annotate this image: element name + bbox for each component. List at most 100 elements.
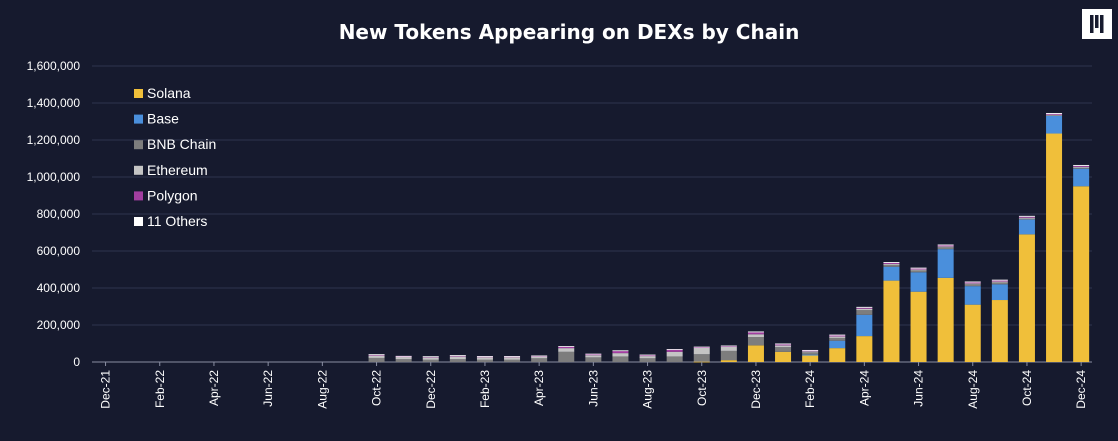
bar-segment [937, 249, 954, 278]
x-tick-label: Dec-24 [1074, 370, 1088, 409]
bar-segment [829, 336, 846, 338]
legend-swatch [134, 114, 143, 124]
legend-label: 11 Others [147, 213, 207, 229]
bar-segment [666, 349, 683, 350]
x-tick-label: Dec-23 [749, 370, 763, 409]
bar-segment [449, 355, 466, 357]
bar-segment [558, 348, 575, 352]
bar-segment [558, 346, 575, 349]
y-tick-label: 1,400,000 [27, 96, 81, 110]
bar-segment [747, 337, 764, 346]
y-tick-label: 200,000 [37, 318, 81, 332]
bar-segment [883, 264, 900, 267]
bar-segment [964, 282, 981, 284]
bar-segment [991, 300, 1008, 362]
x-tick-label: Dec-22 [424, 370, 438, 409]
x-tick-label: Aug-22 [315, 370, 329, 409]
legend-swatch [134, 89, 143, 98]
bar-segment [775, 351, 792, 362]
bar-segment [693, 354, 710, 362]
bar-segment [964, 286, 981, 305]
bar-segment [1018, 216, 1035, 218]
x-tick-label: Oct-22 [370, 370, 384, 406]
bar-segment [802, 354, 819, 356]
bar-segment [964, 283, 981, 285]
bar-segment [395, 357, 412, 360]
bar-segment [368, 355, 385, 358]
bar-segment [639, 358, 656, 362]
bar-segment [422, 356, 439, 358]
x-tick-label: Aug-23 [641, 370, 655, 409]
bar-segment [856, 306, 873, 308]
legend-swatch [134, 165, 143, 175]
bar-segment [1073, 186, 1090, 362]
legend-swatch [134, 140, 143, 150]
bar-segment [666, 351, 683, 357]
chart-bars [368, 112, 1090, 363]
bar-segment [720, 345, 737, 347]
bar-segment [585, 354, 602, 356]
bar-segment [612, 356, 629, 362]
y-tick-label: 0 [73, 355, 80, 369]
logo-icon [1090, 15, 1104, 33]
bar-segment [422, 359, 439, 362]
bar-segment [883, 280, 900, 362]
bar-segment [558, 351, 575, 362]
bar-segment [1018, 217, 1035, 219]
bar-segment [585, 355, 602, 358]
x-tick-label: Aug-24 [966, 370, 980, 409]
x-tick-label: Apr-22 [207, 370, 221, 406]
bar-segment [368, 357, 385, 362]
bar-segment [775, 343, 792, 345]
bar-segment [558, 346, 575, 347]
chart-legend: Solana Base BNB Chain Ethereum Polygon 11 Oth… [134, 85, 216, 229]
bar-segment [720, 346, 737, 351]
bar-segment [639, 355, 656, 357]
bar-segment [639, 354, 656, 356]
bar-segment [1073, 167, 1090, 169]
bar-segment [829, 337, 846, 341]
bar-segment [666, 349, 683, 352]
bar-segment [910, 291, 927, 362]
x-tick-label: Feb-22 [153, 370, 167, 408]
bar-segment [612, 353, 629, 357]
bar-segment [856, 314, 873, 337]
bar-segment [1073, 164, 1090, 166]
bar-segment [829, 348, 846, 362]
bar-segment [1046, 114, 1063, 116]
y-tick-label: 1,000,000 [27, 170, 81, 184]
bar-segment [747, 334, 764, 338]
bar-segment [856, 307, 873, 309]
bar-segment [666, 356, 683, 362]
legend-label: BNB Chain [147, 136, 216, 152]
x-axis: Dec-21 Feb-22 Apr-22 Jun-22 Aug-22 Oct-22 Dec-… [99, 362, 1088, 409]
bar-segment [639, 356, 656, 359]
bar-segment [829, 334, 846, 336]
bar-segment [829, 335, 846, 337]
bar-segment [991, 279, 1008, 281]
bar-segment [1018, 219, 1035, 235]
bar-segment [720, 350, 737, 361]
bar-segment [856, 310, 873, 315]
bar-segment [775, 345, 792, 348]
bar-segment [693, 346, 710, 348]
x-tick-label: Oct-23 [695, 370, 709, 406]
bar-segment [531, 358, 548, 362]
legend-label: Base [147, 111, 179, 127]
bar-segment [802, 349, 819, 351]
bar-segment [504, 356, 521, 357]
bar-segment [476, 356, 493, 357]
x-tick-label: Jun-22 [261, 370, 275, 407]
bar-segment [910, 272, 927, 292]
x-tick-label: Feb-24 [803, 370, 817, 408]
bar-segment [802, 352, 819, 355]
bar-segment [1018, 234, 1035, 362]
y-axis: 0 200,000 400,000 600,000 800,000 1,000,000 1,… [27, 59, 81, 369]
x-tick-label: Dec-21 [99, 370, 113, 409]
bar-segment [1018, 215, 1035, 217]
bar-segment [991, 281, 1008, 283]
bar-segment [910, 268, 927, 270]
bar-segment [585, 353, 602, 355]
bar-segment [937, 246, 954, 248]
bar-segment [991, 284, 1008, 301]
